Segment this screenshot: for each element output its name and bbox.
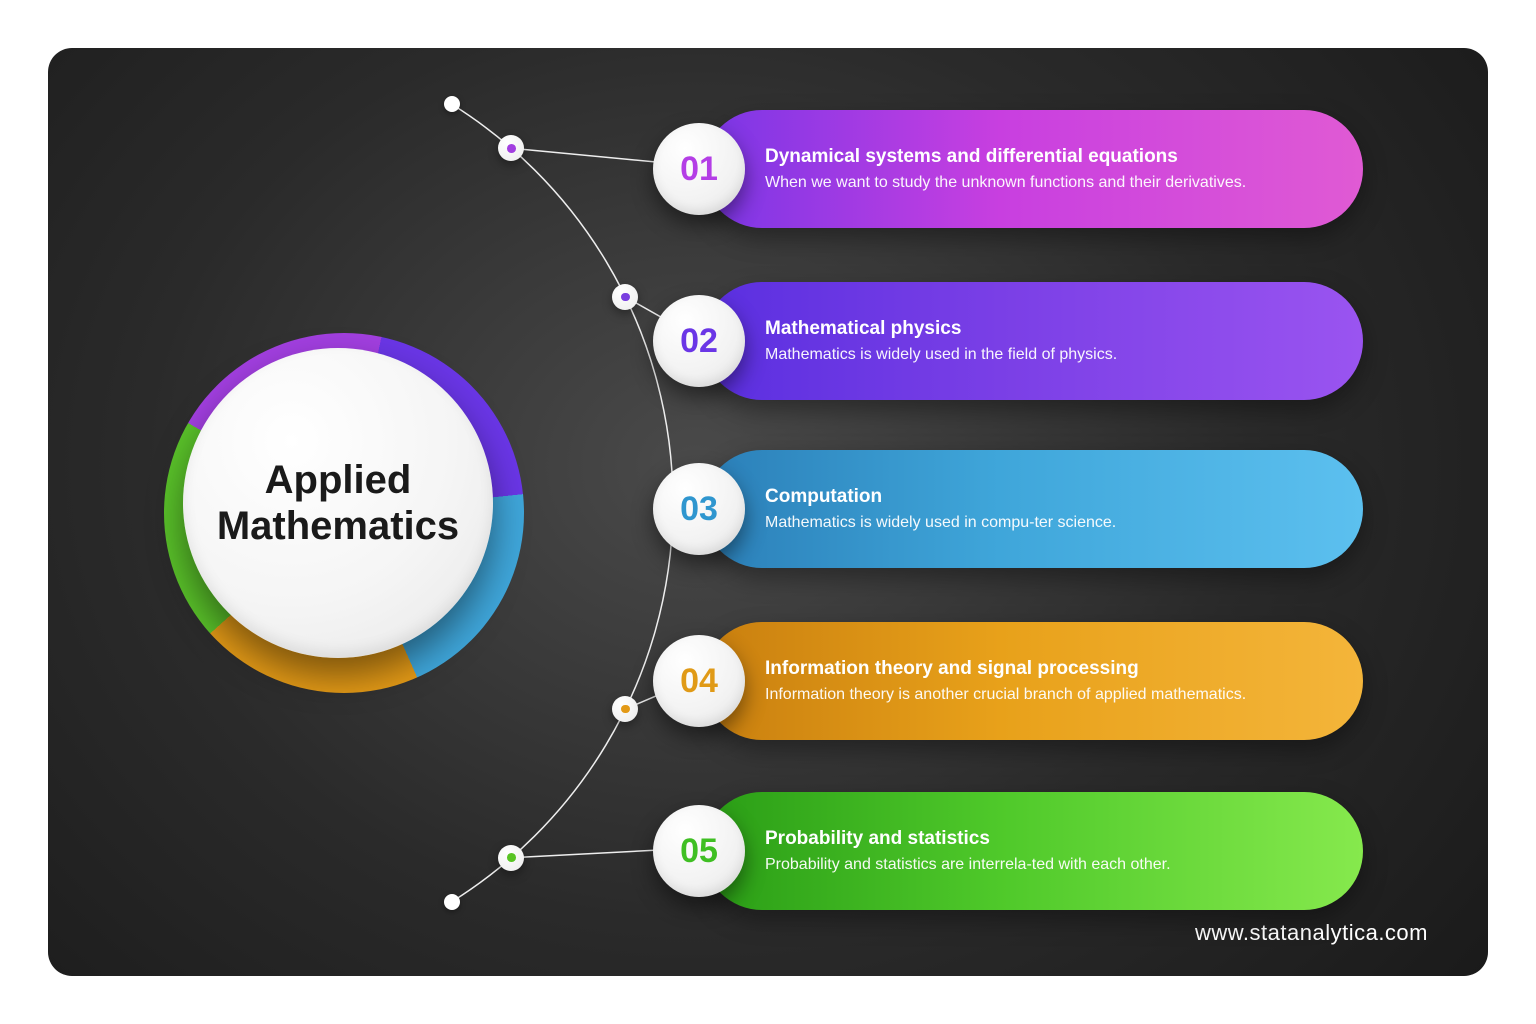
item-row-1: 01 Dynamical systems and differential equ… [653, 110, 1363, 228]
item-row-2: 02 Mathematical physics Mathematics is wid… [653, 282, 1363, 400]
stage: AppliedMathematics01Dynamical systems an… [48, 48, 1488, 976]
item-number-4: 04 [680, 662, 718, 701]
item-number-1: 01 [680, 150, 718, 189]
item-number-badge-4: 04 [653, 635, 745, 727]
item-title-3: Computation [765, 486, 1329, 508]
item-pill-5: Probability and statistics Probability an… [703, 792, 1363, 910]
item-number-badge-1: 01 [653, 123, 745, 215]
item-pill-3: Computation Mathematics is widely used in… [703, 450, 1363, 568]
item-title-1: Dynamical systems and differential equat… [765, 146, 1329, 168]
item-row-5: 05Probability and statisticsProbability … [653, 792, 1363, 910]
item-desc-5: Probability and statistics are interrela… [765, 856, 1329, 874]
item-pill-1: Dynamical systems and differential equat… [703, 110, 1363, 228]
item-number-3: 03 [680, 490, 718, 529]
item-pill-2: Mathematical physics Mathematics is widel… [703, 282, 1363, 400]
item-row-3: 03 Computation Mathematics is widely used … [653, 450, 1363, 568]
item-title-4: Information theory and signal processing [765, 658, 1329, 680]
item-desc-2: Mathematics is widely used in the field … [765, 346, 1329, 364]
item-title-5: Probability and statistics [765, 828, 1329, 850]
watermark: www.statanalytica.com [1195, 920, 1428, 946]
item-title-2: Mathematical physics [765, 318, 1329, 340]
item-number-badge-2: 02 [653, 295, 745, 387]
item-number-5: 05 [680, 832, 718, 871]
item-pill-4: Information theory and signal processing… [703, 622, 1363, 740]
item-desc-1: When we want to study the unknown functi… [765, 174, 1329, 192]
item-number-badge-5: 05 [653, 805, 745, 897]
arc-end-bottom-dot [444, 894, 460, 910]
item-desc-4: Information theory is another crucial br… [765, 686, 1329, 704]
infographic-card: AppliedMathematics01Dynamical systems an… [48, 48, 1488, 976]
item-number-2: 02 [680, 322, 718, 361]
item-desc-3: Mathematics is widely used in compu-ter … [765, 514, 1329, 532]
item-number-badge-3: 03 [653, 463, 745, 555]
connector-node-5 [498, 845, 524, 871]
item-row-4: 04Information theory and signal processi… [653, 622, 1363, 740]
